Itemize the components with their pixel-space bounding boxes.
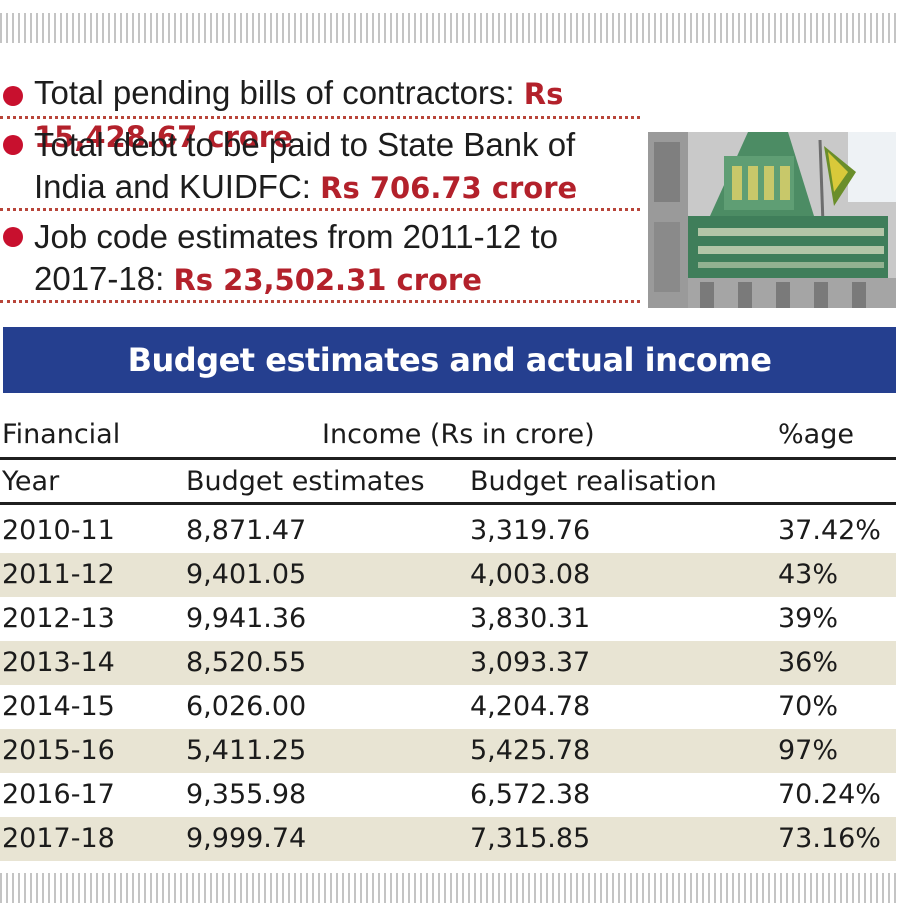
key-figures-list: Total pending bills of contractors: Rs 1… bbox=[0, 70, 640, 303]
header-income: Income (Rs in crore) bbox=[322, 419, 595, 450]
building-photo bbox=[648, 132, 896, 308]
realisation-cell: 7,315.85 bbox=[470, 823, 591, 854]
header-year: Year bbox=[2, 466, 60, 497]
percentage-cell: 43% bbox=[778, 559, 839, 590]
bullet-highlight: Rs 23,502.31 crore bbox=[173, 263, 482, 297]
estimate-cell: 9,941.36 bbox=[186, 603, 307, 634]
top-decorative-stripes bbox=[0, 13, 900, 43]
table-row: 2017-18 9,999.74 7,315.85 73.16% bbox=[0, 817, 896, 861]
year-cell: 2012-13 bbox=[2, 603, 115, 634]
realisation-cell: 3,093.37 bbox=[470, 647, 591, 678]
year-cell: 2015-16 bbox=[2, 735, 115, 766]
year-cell: 2011-12 bbox=[2, 559, 115, 590]
percentage-cell: 70.24% bbox=[778, 779, 881, 810]
pending-bills-item: Total pending bills of contractors: Rs 1… bbox=[0, 70, 640, 154]
bullet-text: Job code estimates from 2011-12 to 2017-… bbox=[34, 218, 559, 297]
bullet-text: Total pending bills of contractors: bbox=[34, 74, 524, 111]
realisation-cell: 5,425.78 bbox=[470, 735, 591, 766]
table-title: Budget estimates and actual income bbox=[3, 327, 896, 393]
percentage-cell: 39% bbox=[778, 603, 839, 634]
bullet-text: Total debt to be paid to State Bank of I… bbox=[34, 126, 576, 205]
table-header-row-1: Financial Income (Rs in crore) %age bbox=[0, 413, 896, 460]
bullet-highlight: Rs 15,428.67 crore bbox=[34, 77, 564, 154]
realisation-cell: 3,319.76 bbox=[470, 515, 591, 546]
estimate-cell: 8,520.55 bbox=[186, 647, 307, 678]
realisation-cell: 4,003.08 bbox=[470, 559, 591, 590]
table-row: 2013-14 8,520.55 3,093.37 36% bbox=[0, 641, 896, 685]
realisation-cell: 4,204.78 bbox=[470, 691, 591, 722]
bottom-decorative-stripes bbox=[0, 873, 900, 903]
estimate-cell: 6,026.00 bbox=[186, 691, 307, 722]
header-budget-realisation: Budget realisation bbox=[470, 466, 717, 497]
year-cell: 2014-15 bbox=[2, 691, 115, 722]
table-header-row-2: Year Budget estimates Budget realisation bbox=[0, 460, 896, 505]
year-cell: 2010-11 bbox=[2, 515, 115, 546]
bullet-dot-icon bbox=[3, 86, 23, 106]
budget-table: Financial Income (Rs in crore) %age Year… bbox=[0, 413, 896, 861]
table-row: 2010-11 8,871.47 3,319.76 37.42% bbox=[0, 509, 896, 553]
bullet-highlight: Rs 706.73 crore bbox=[320, 171, 578, 205]
table-row: 2012-13 9,941.36 3,830.31 39% bbox=[0, 597, 896, 641]
table-row: 2015-16 5,411.25 5,425.78 97% bbox=[0, 729, 896, 773]
realisation-cell: 3,830.31 bbox=[470, 603, 591, 634]
percentage-cell: 70% bbox=[778, 691, 839, 722]
estimate-cell: 5,411.25 bbox=[186, 735, 307, 766]
header-budget-estimates: Budget estimates bbox=[186, 466, 425, 497]
realisation-cell: 6,572.38 bbox=[470, 779, 591, 810]
header-financial: Financial bbox=[2, 419, 121, 450]
estimate-cell: 8,871.47 bbox=[186, 515, 307, 546]
estimate-cell: 9,999.74 bbox=[186, 823, 307, 854]
year-cell: 2013-14 bbox=[2, 647, 115, 678]
debt-item: Total debt to be paid to State Bank of I… bbox=[0, 119, 640, 211]
estimate-cell: 9,355.98 bbox=[186, 779, 307, 810]
percentage-cell: 97% bbox=[778, 735, 839, 766]
percentage-cell: 36% bbox=[778, 647, 839, 678]
header-percentage: %age bbox=[778, 419, 854, 450]
year-cell: 2016-17 bbox=[2, 779, 115, 810]
percentage-cell: 73.16% bbox=[778, 823, 881, 854]
table-row: 2016-17 9,355.98 6,572.38 70.24% bbox=[0, 773, 896, 817]
job-code-item: Job code estimates from 2011-12 to 2017-… bbox=[0, 211, 640, 303]
percentage-cell: 37.42% bbox=[778, 515, 881, 546]
bullet-dot-icon bbox=[3, 135, 23, 155]
year-cell: 2017-18 bbox=[2, 823, 115, 854]
table-row: 2011-12 9,401.05 4,003.08 43% bbox=[0, 553, 896, 597]
table-row: 2014-15 6,026.00 4,204.78 70% bbox=[0, 685, 896, 729]
table-body: 2010-11 8,871.47 3,319.76 37.42% 2011-12 9,40… bbox=[0, 509, 896, 861]
bullet-dot-icon bbox=[3, 227, 23, 247]
estimate-cell: 9,401.05 bbox=[186, 559, 307, 590]
